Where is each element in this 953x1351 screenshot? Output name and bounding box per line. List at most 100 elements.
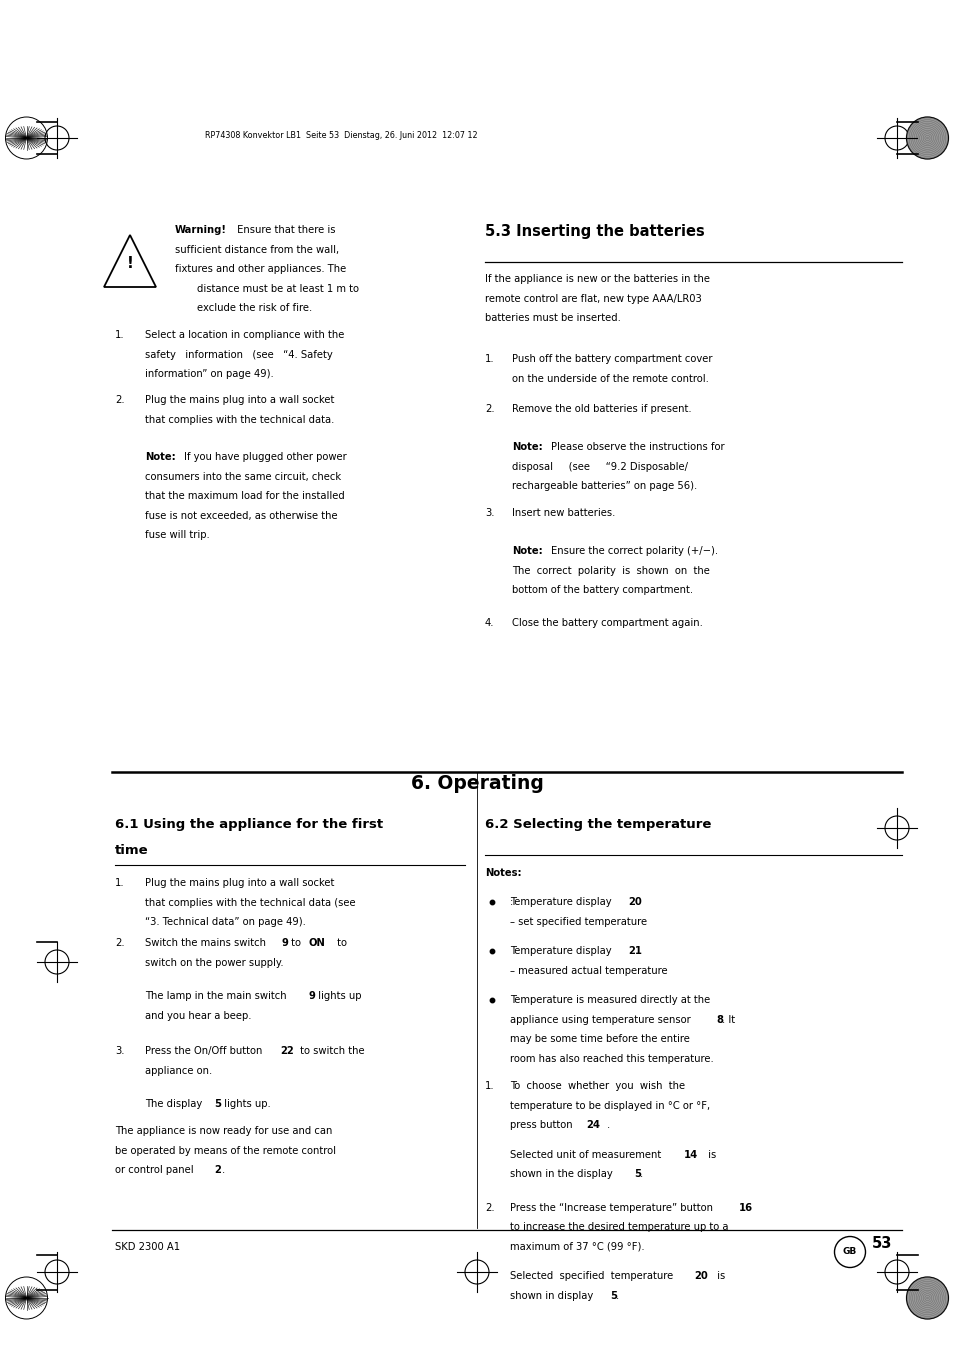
Text: 3.: 3. — [484, 508, 494, 517]
Text: distance must be at least 1 m to: distance must be at least 1 m to — [196, 284, 358, 293]
Text: The lamp in the main switch: The lamp in the main switch — [145, 990, 290, 1001]
Text: Switch the mains switch: Switch the mains switch — [145, 938, 269, 948]
Text: :: : — [510, 897, 513, 907]
Text: that the maximum load for the installed: that the maximum load for the installed — [145, 492, 344, 501]
Text: appliance using temperature sensor: appliance using temperature sensor — [510, 1015, 693, 1024]
Text: be operated by means of the remote control: be operated by means of the remote contr… — [115, 1146, 335, 1155]
Text: fuse is not exceeded, as otherwise the: fuse is not exceeded, as otherwise the — [145, 511, 337, 520]
Text: Close the battery compartment again.: Close the battery compartment again. — [512, 617, 702, 628]
Text: 9: 9 — [281, 938, 288, 948]
Text: that complies with the technical data (see: that complies with the technical data (s… — [145, 897, 355, 908]
Text: 5.3 Inserting the batteries: 5.3 Inserting the batteries — [484, 224, 704, 239]
Text: Select a location in compliance with the: Select a location in compliance with the — [145, 330, 344, 340]
Text: To  choose  whether  you  wish  the: To choose whether you wish the — [510, 1081, 684, 1092]
Text: Insert new batteries.: Insert new batteries. — [512, 508, 615, 517]
Text: fixtures and other appliances. The: fixtures and other appliances. The — [174, 263, 346, 274]
Text: The display: The display — [145, 1098, 205, 1109]
Text: Temperature display: Temperature display — [510, 897, 614, 907]
Text: . It: . It — [721, 1015, 735, 1024]
Text: maximum of 37 °C (99 °F).: maximum of 37 °C (99 °F). — [510, 1242, 644, 1252]
Text: 16: 16 — [739, 1202, 752, 1213]
Text: SKD 2300 A1: SKD 2300 A1 — [115, 1242, 180, 1252]
Text: remote control are flat, new type AAA/LR03: remote control are flat, new type AAA/LR… — [484, 293, 701, 304]
Text: 1.: 1. — [484, 1081, 494, 1092]
Text: Notes:: Notes: — [484, 867, 521, 878]
Text: 20: 20 — [693, 1271, 707, 1281]
Text: 14: 14 — [683, 1150, 698, 1161]
Text: safety   information   (see   “4. Safety: safety information (see “4. Safety — [145, 350, 333, 359]
Text: 22: 22 — [280, 1046, 294, 1056]
Text: If you have plugged other power: If you have plugged other power — [184, 453, 346, 462]
Text: 6.2 Selecting the temperature: 6.2 Selecting the temperature — [484, 817, 711, 831]
Circle shape — [905, 118, 947, 159]
Text: !: ! — [127, 257, 133, 272]
Text: to: to — [288, 938, 304, 948]
Text: information” on page 49).: information” on page 49). — [145, 369, 274, 380]
Text: 2.: 2. — [484, 404, 494, 413]
Text: RP74308 Konvektor LB1  Seite 53  Dienstag, 26. Juni 2012  12:07 12: RP74308 Konvektor LB1 Seite 53 Dienstag,… — [205, 131, 477, 141]
Text: 1.: 1. — [115, 878, 125, 888]
Text: Note:: Note: — [145, 453, 175, 462]
Text: is: is — [713, 1271, 724, 1281]
Circle shape — [905, 1277, 947, 1319]
Text: may be some time before the entire: may be some time before the entire — [510, 1035, 689, 1044]
Text: on the underside of the remote control.: on the underside of the remote control. — [512, 374, 708, 384]
Text: 2.: 2. — [484, 1202, 494, 1213]
Text: 1.: 1. — [484, 354, 494, 363]
Text: is: is — [704, 1150, 716, 1161]
Text: to increase the desired temperature up to a: to increase the desired temperature up t… — [510, 1223, 728, 1232]
Text: Ensure that there is: Ensure that there is — [234, 226, 335, 235]
Text: – set specified temperature: – set specified temperature — [510, 916, 646, 927]
Text: temperature to be displayed in °C or °F,: temperature to be displayed in °C or °F, — [510, 1101, 709, 1111]
Text: Remove the old batteries if present.: Remove the old batteries if present. — [512, 404, 691, 413]
Text: ON: ON — [308, 938, 325, 948]
Text: or control panel: or control panel — [115, 1165, 196, 1175]
Text: Temperature is measured directly at the: Temperature is measured directly at the — [510, 994, 709, 1005]
Text: – measured actual temperature: – measured actual temperature — [510, 966, 667, 975]
Text: 3.: 3. — [115, 1046, 125, 1056]
Text: time: time — [115, 844, 149, 857]
Text: “3. Technical data” on page 49).: “3. Technical data” on page 49). — [145, 917, 306, 927]
Text: Plug the mains plug into a wall socket: Plug the mains plug into a wall socket — [145, 394, 334, 405]
Text: 4.: 4. — [484, 617, 494, 628]
Text: batteries must be inserted.: batteries must be inserted. — [484, 313, 620, 323]
Text: 20: 20 — [627, 897, 641, 907]
Text: 21: 21 — [627, 946, 641, 957]
Text: and you hear a beep.: and you hear a beep. — [145, 1011, 252, 1020]
Text: Selected unit of measurement: Selected unit of measurement — [510, 1150, 663, 1161]
Text: 5: 5 — [634, 1170, 640, 1179]
Text: to switch the: to switch the — [296, 1046, 364, 1056]
Text: 53: 53 — [871, 1236, 891, 1251]
Text: 24: 24 — [585, 1120, 599, 1131]
Text: Push off the battery compartment cover: Push off the battery compartment cover — [512, 354, 712, 363]
Text: 1.: 1. — [115, 330, 125, 340]
Text: Selected  specified  temperature: Selected specified temperature — [510, 1271, 676, 1281]
Text: If the appliance is new or the batteries in the: If the appliance is new or the batteries… — [484, 274, 709, 284]
Text: press button: press button — [510, 1120, 576, 1131]
Text: .: . — [222, 1165, 225, 1175]
Text: switch on the power supply.: switch on the power supply. — [145, 958, 283, 967]
Text: The  correct  polarity  is  shown  on  the: The correct polarity is shown on the — [512, 566, 709, 576]
Text: 9: 9 — [308, 990, 315, 1001]
Text: Plug the mains plug into a wall socket: Plug the mains plug into a wall socket — [145, 878, 334, 888]
Text: bottom of the battery compartment.: bottom of the battery compartment. — [512, 585, 693, 596]
Text: GB: GB — [842, 1247, 856, 1256]
Text: 8: 8 — [716, 1015, 722, 1024]
Text: Temperature display: Temperature display — [510, 946, 614, 957]
Text: fuse will trip.: fuse will trip. — [145, 531, 210, 540]
Text: 5: 5 — [609, 1292, 617, 1301]
Text: appliance on.: appliance on. — [145, 1066, 212, 1075]
Text: consumers into the same circuit, check: consumers into the same circuit, check — [145, 471, 341, 481]
Text: exclude the risk of fire.: exclude the risk of fire. — [196, 303, 312, 313]
Text: The appliance is now ready for use and can: The appliance is now ready for use and c… — [115, 1125, 332, 1136]
Text: lights up: lights up — [314, 990, 361, 1001]
Text: 5: 5 — [214, 1098, 221, 1109]
Text: that complies with the technical data.: that complies with the technical data. — [145, 415, 334, 424]
Text: disposal     (see     “9.2 Disposable/: disposal (see “9.2 Disposable/ — [512, 462, 687, 471]
Text: .: . — [616, 1292, 618, 1301]
Text: Please observe the instructions for: Please observe the instructions for — [551, 442, 724, 453]
Text: lights up.: lights up. — [221, 1098, 271, 1109]
Text: Press the On/Off button: Press the On/Off button — [145, 1046, 265, 1056]
Text: shown in display: shown in display — [510, 1292, 596, 1301]
Text: rechargeable batteries” on page 56).: rechargeable batteries” on page 56). — [512, 481, 697, 492]
